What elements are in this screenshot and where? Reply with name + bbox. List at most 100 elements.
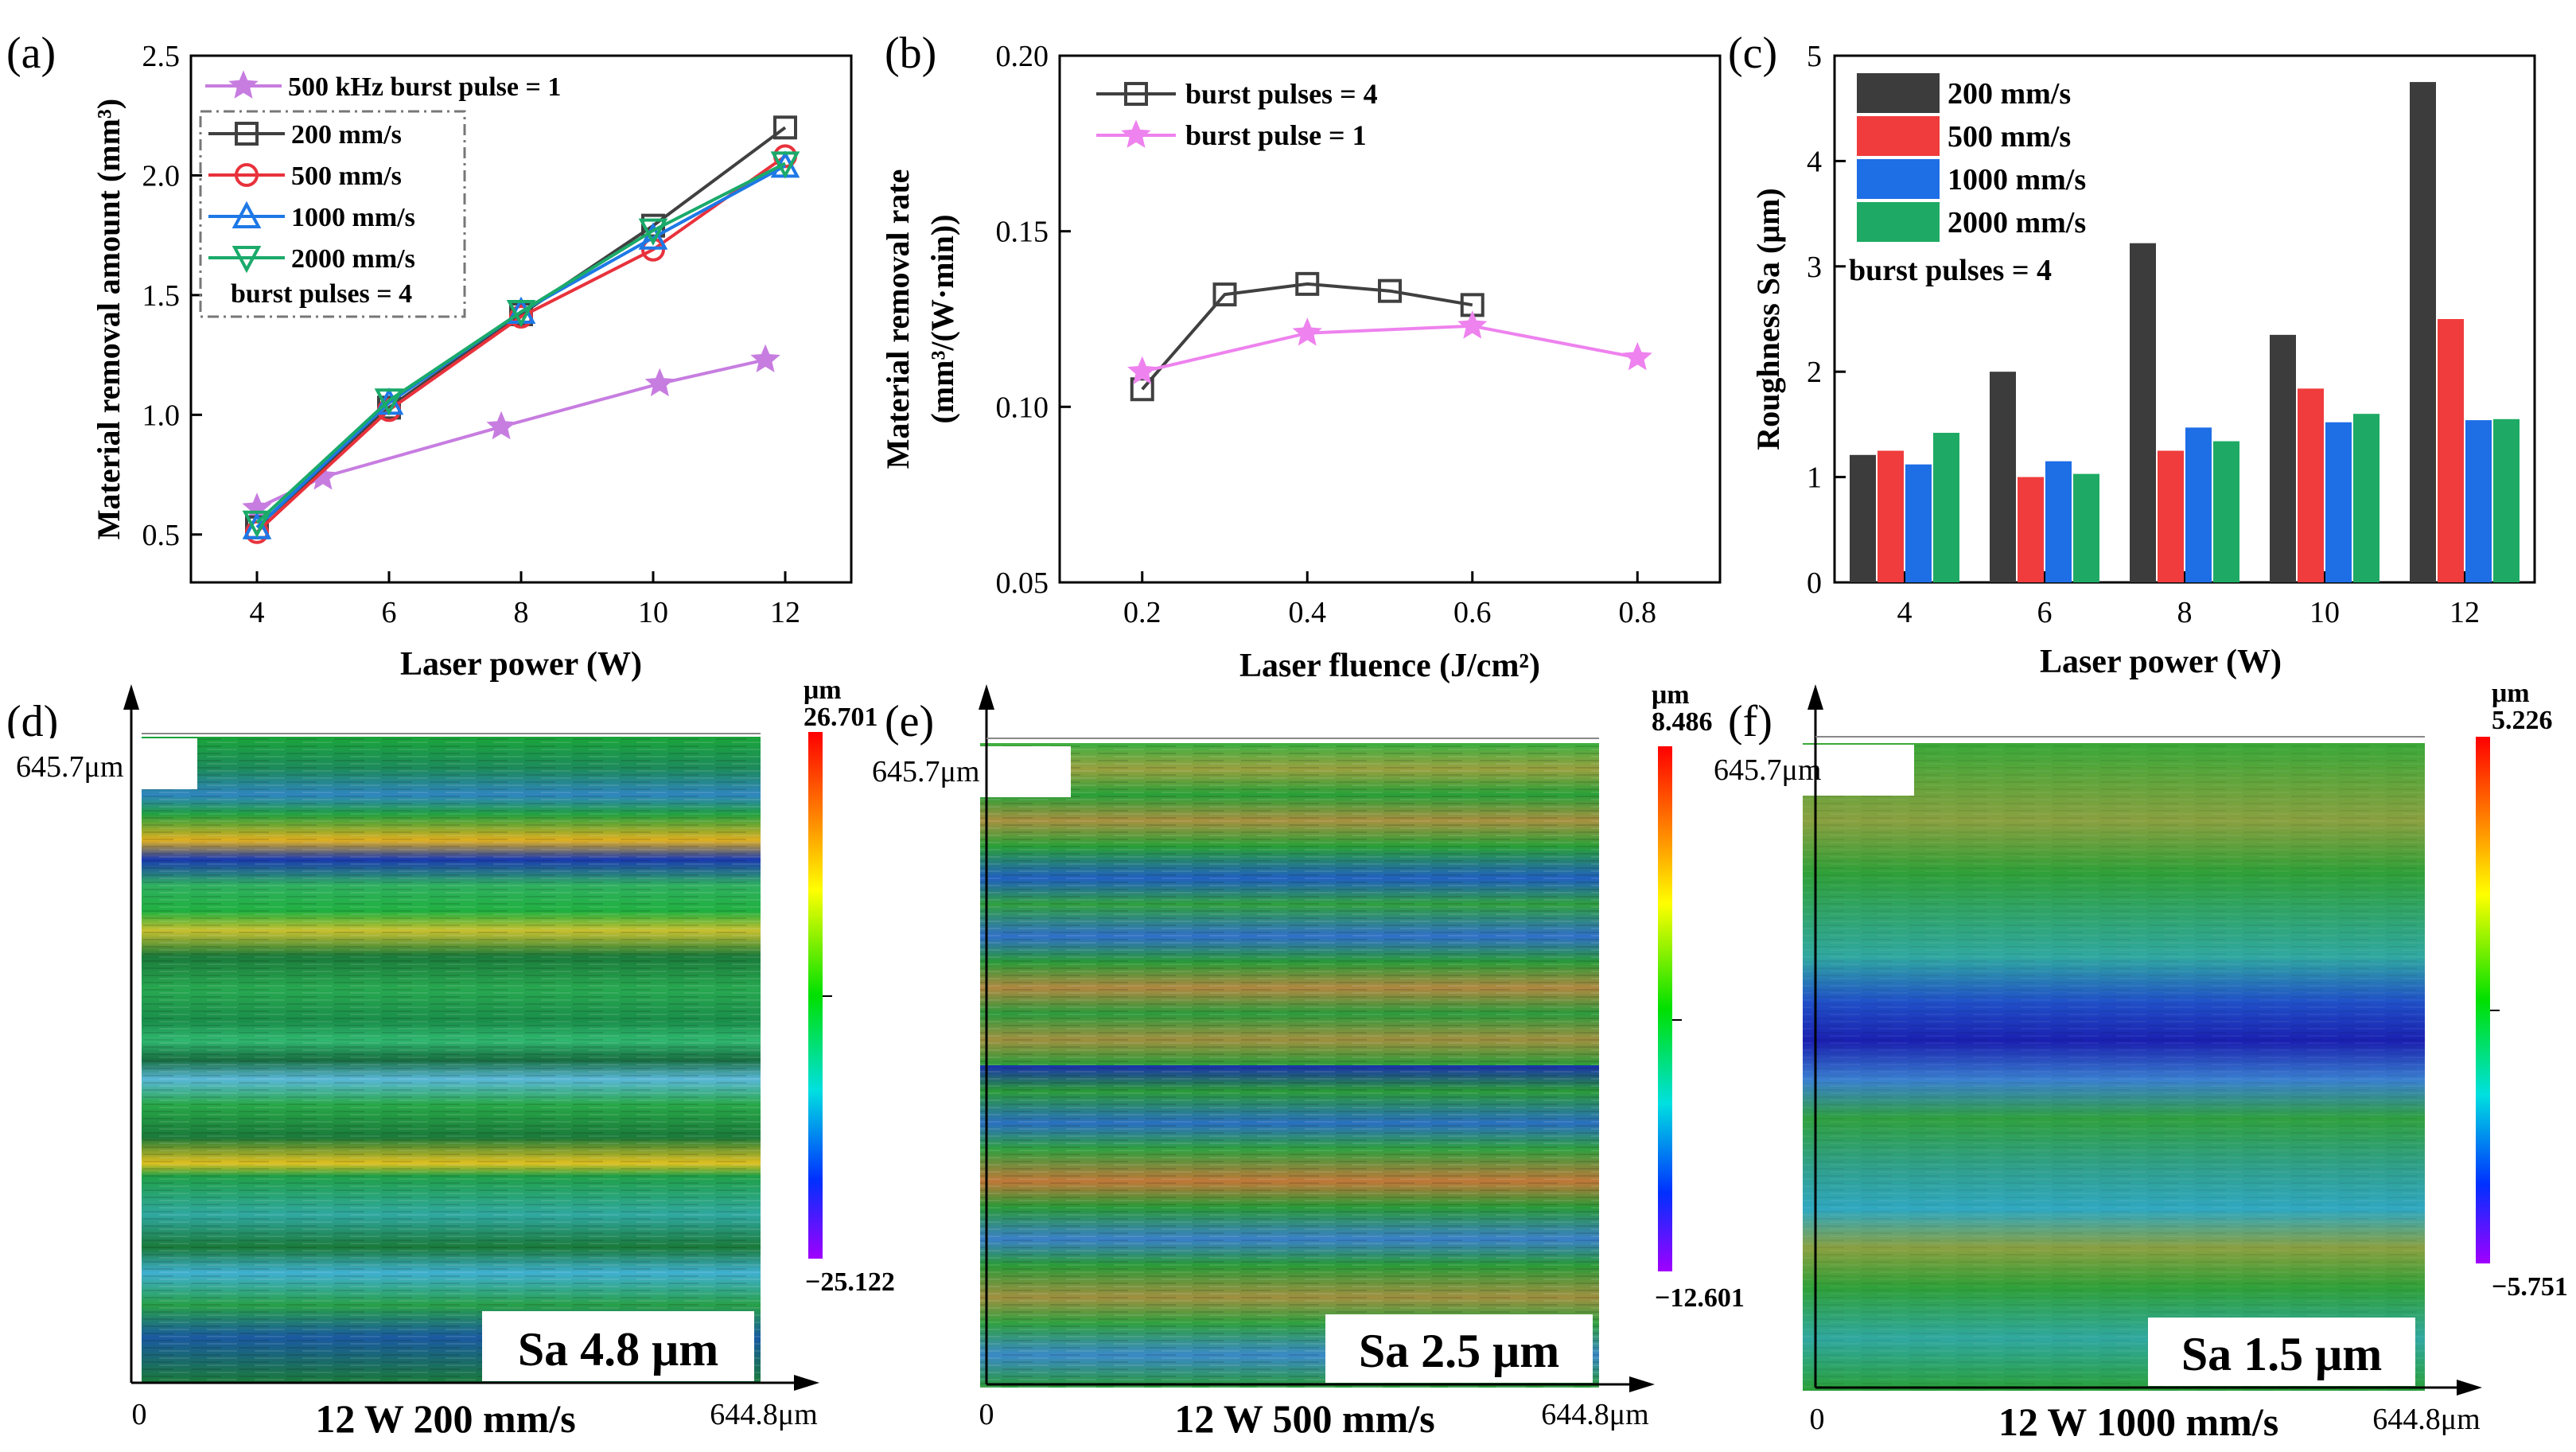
surface-map-e-colorbar bbox=[1658, 746, 1672, 1271]
x-tick-label: 6 bbox=[2037, 596, 2053, 629]
y-tick-label: 0.20 bbox=[996, 40, 1049, 73]
chart-b-xlabel: Laser fluence (J/cm²) bbox=[1239, 648, 1540, 684]
series-line-1 bbox=[1142, 324, 1638, 374]
y-tick-label: 1 bbox=[1807, 461, 1822, 495]
bar bbox=[2270, 334, 2296, 582]
series-0-point bbox=[644, 368, 675, 397]
surface-map-f-ytop-label: 645.7μm bbox=[1714, 753, 1821, 787]
surface-map-e-x-zero: 0 bbox=[979, 1398, 994, 1431]
series-line-4 bbox=[255, 162, 786, 524]
series-line-2 bbox=[255, 154, 787, 534]
surface-map-e-sa-label: Sa 2.5 μm bbox=[1359, 1325, 1559, 1377]
x-tick-label: 10 bbox=[638, 596, 668, 629]
y-tick-label: 2 bbox=[1807, 356, 1822, 389]
bar bbox=[1933, 432, 1959, 582]
series-0-point bbox=[486, 411, 516, 440]
series-3-point bbox=[638, 222, 668, 250]
legend-marker bbox=[1124, 82, 1148, 106]
legend-label: 1000 mm/s bbox=[1948, 163, 2086, 197]
y-tick-label: 2.0 bbox=[142, 159, 181, 193]
chart-b-ylabel-line2: (mm³/(W·min)) bbox=[924, 214, 960, 423]
chart-a-ticks: 4 6 8 10 12 0.5 1.0 1.5 2.0 2.5 bbox=[142, 40, 801, 629]
bar bbox=[2185, 427, 2212, 582]
series-4-point bbox=[770, 151, 800, 179]
chart-a: 4 6 8 10 12 0.5 1.0 1.5 2.0 2.5 Laser power (W) M… bbox=[91, 40, 853, 683]
surface-map-f: 645.7μm Sa 1.5 μm 0 644.8μm 12 W 1000 mm… bbox=[1706, 679, 2568, 1444]
surface-map-d-xaxis-arrow bbox=[794, 1375, 819, 1391]
bar bbox=[1878, 450, 1904, 582]
series-4-point bbox=[506, 299, 536, 328]
surface-map-f-texture bbox=[1803, 743, 2425, 1391]
bar bbox=[2130, 243, 2156, 582]
legend-marker bbox=[235, 122, 259, 146]
surface-map-d-yaxis-arrow bbox=[123, 684, 139, 710]
surface-map-f-x-end: 644.8μm bbox=[2372, 1403, 2480, 1436]
bar bbox=[2325, 422, 2352, 582]
legend-marker bbox=[235, 163, 259, 187]
panel-f-letter: (f) bbox=[1728, 697, 1772, 746]
series-4-point bbox=[374, 388, 404, 416]
surface-map-f-scale-min: −5.751 bbox=[2492, 1272, 2568, 1302]
series-line-0 bbox=[256, 358, 766, 510]
legend-label: 200 mm/s bbox=[1948, 77, 2071, 111]
y-tick-label: 0 bbox=[1807, 566, 1822, 600]
series-line-1 bbox=[255, 126, 787, 529]
y-tick-label: 1.0 bbox=[142, 399, 181, 432]
series-1-point bbox=[773, 115, 797, 140]
y-tick-label: 4 bbox=[1807, 145, 1822, 178]
x-tick-label: 0.2 bbox=[1123, 596, 1162, 629]
chart-a-legend: 500 kHz burst pulse = 1 200 mm/s 500 mm/s 1… bbox=[199, 70, 561, 318]
surface-map-d-sa-box bbox=[482, 1311, 754, 1381]
legend-label: 500 kHz burst pulse = 1 bbox=[288, 72, 561, 102]
chart-b-ylabel-line1: Material removal rate bbox=[880, 169, 916, 469]
series-4-point bbox=[638, 218, 668, 246]
series-4-point bbox=[242, 510, 272, 539]
x-tick-label: 12 bbox=[770, 596, 800, 629]
bar bbox=[1905, 464, 1932, 582]
surface-map-f-caption: 12 W 1000 mm/s bbox=[1998, 1399, 2278, 1444]
surface-map-e-x-end: 644.8μm bbox=[1541, 1398, 1648, 1431]
legend-label: 1000 mm/s bbox=[291, 203, 415, 232]
surface-map-e-sa-box bbox=[1325, 1314, 1593, 1383]
chart-b-legend: burst pulses = 4 burst pulse = 1 bbox=[1096, 78, 1378, 151]
x-tick-label: 8 bbox=[514, 596, 529, 629]
surface-map-d-ytop-label: 645.7μm bbox=[16, 750, 123, 784]
chart-b: 0.2 0.4 0.6 0.8 0.05 0.10 0.15 0.20 burst pulse… bbox=[880, 40, 1722, 684]
chart-b-frame bbox=[1058, 54, 1722, 584]
series-line-0 bbox=[1141, 282, 1473, 391]
series-1-point bbox=[1292, 317, 1322, 346]
bar bbox=[2353, 414, 2379, 582]
bar bbox=[2438, 319, 2464, 582]
surface-map-e: 645.7μm Sa 2.5 μm 0 644.8μm 12 W 500 mm/… bbox=[864, 680, 1745, 1441]
surface-map-f-scale-unit: μm bbox=[2492, 679, 2530, 708]
surface-map-e-ylabel-bg bbox=[864, 746, 1071, 797]
series-1-point bbox=[1127, 356, 1158, 385]
surface-map-f-xaxis-arrow bbox=[2457, 1380, 2482, 1396]
legend-marker bbox=[228, 70, 259, 99]
legend-label: 2000 mm/s bbox=[1948, 206, 2086, 239]
surface-map-e-xaxis-arrow bbox=[1629, 1376, 1655, 1392]
bar bbox=[2410, 82, 2436, 583]
legend-label: burst pulse = 1 bbox=[1185, 119, 1367, 151]
series-0-point bbox=[1130, 377, 1154, 402]
surface-map-f-ylabel-bg bbox=[1706, 745, 1914, 796]
y-tick-label: 0.10 bbox=[996, 391, 1049, 424]
y-tick-label: 0.15 bbox=[996, 216, 1049, 249]
series-0-point bbox=[1295, 271, 1320, 296]
surface-map-e-ytop-label: 645.7μm bbox=[872, 755, 979, 788]
panel-a-letter: (a) bbox=[6, 29, 56, 78]
series-0-point bbox=[750, 344, 780, 373]
x-tick-label: 4 bbox=[250, 596, 265, 629]
surface-map-e-texture bbox=[980, 743, 1599, 1388]
chart-b-series bbox=[1127, 271, 1652, 402]
surface-map-e-caption: 12 W 500 mm/s bbox=[1174, 1396, 1434, 1441]
legend-marker bbox=[232, 246, 262, 274]
legend-swatch bbox=[1857, 73, 1940, 113]
bar bbox=[2213, 441, 2239, 582]
series-0-point bbox=[1212, 282, 1237, 307]
legend-swatch bbox=[1857, 116, 1940, 156]
surface-map-f-sa-box bbox=[2148, 1318, 2415, 1386]
surface-map-d-texture bbox=[142, 737, 761, 1383]
surface-map-d-colorbar bbox=[808, 732, 823, 1259]
